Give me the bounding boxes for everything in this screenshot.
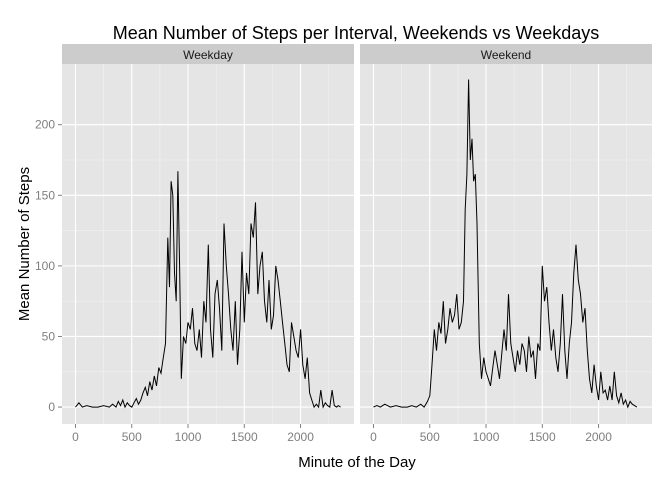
y-axis-title: Mean Number of Steps <box>16 167 33 321</box>
x-tick-label: 0 <box>370 430 377 444</box>
y-tick-label: 150 <box>35 188 55 202</box>
y-tick-label: 100 <box>35 259 55 273</box>
x-tick-label: 2000 <box>585 430 612 444</box>
x-tick-label: 2000 <box>287 430 314 444</box>
x-tick-label: 1000 <box>473 430 500 444</box>
y-axis: 0 50 100 150 200 <box>35 118 62 414</box>
y-tick-label: 200 <box>35 118 55 132</box>
x-tick-label: 1000 <box>175 430 202 444</box>
x-tick-label: 0 <box>72 430 79 444</box>
strip-weekend-bg <box>360 44 652 64</box>
plot-area-weekend <box>360 64 652 424</box>
strip-label-weekday: Weekday <box>183 48 233 62</box>
y-tick-label: 0 <box>48 400 55 414</box>
panel-weekend: Weekend 0 500 1000 1500 2000 <box>360 44 652 444</box>
line-weekend <box>373 79 638 409</box>
x-tick-label: 500 <box>420 430 440 444</box>
strip-weekday-bg <box>62 44 354 64</box>
x-tick-label: 500 <box>122 430 142 444</box>
x-tick-label: 1500 <box>529 430 556 444</box>
panel-weekday: Weekday 0 500 1000 1500 2000 <box>62 44 354 444</box>
chart-title: Mean Number of Steps per Interval, Weeke… <box>113 23 600 43</box>
plot-area-weekday <box>62 64 354 424</box>
strip-label-weekend: Weekend <box>481 48 531 62</box>
x-ticks-weekend: 0 500 1000 1500 2000 <box>370 424 612 444</box>
line-weekday <box>75 171 341 409</box>
grid-weekend <box>360 64 652 424</box>
grid-weekday <box>62 64 354 424</box>
x-axis-title: Minute of the Day <box>298 454 416 471</box>
y-tick-label: 50 <box>42 329 56 343</box>
x-ticks-weekday: 0 500 1000 1500 2000 <box>72 424 314 444</box>
x-tick-label: 1500 <box>231 430 258 444</box>
